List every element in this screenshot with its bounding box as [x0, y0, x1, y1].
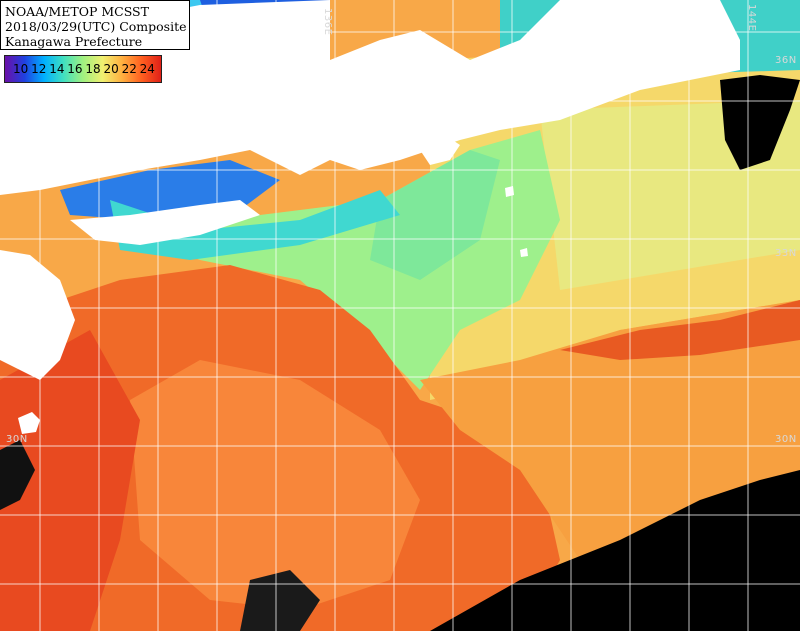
lat-label-36n-right: 36N [775, 55, 797, 66]
cloud-southeast [430, 470, 800, 631]
land-island-south [18, 412, 40, 434]
lon-label-144e: 144E [746, 4, 757, 32]
legend-tick: 20 [103, 62, 119, 76]
lat-label-30n-left: 30N [6, 434, 28, 445]
title-box: NOAA/METOP MCSST 2018/03/29(UTC) Composi… [0, 0, 190, 50]
land-kyushu [0, 250, 75, 380]
cloud-northeast [720, 75, 800, 170]
title-line-source: NOAA/METOP MCSST [5, 4, 149, 19]
land-izu-island2 [520, 248, 528, 257]
legend-tick: 24 [139, 62, 155, 76]
sea-orange-mid [420, 300, 800, 560]
legend-color-bar [5, 56, 161, 82]
land-shikoku [70, 200, 260, 245]
cloud-patch-south [240, 570, 320, 631]
title-line-region: Kanagawa Prefecture [5, 34, 143, 49]
sea-cyan-coast [110, 190, 400, 260]
cloud-southwest-patch [0, 440, 35, 510]
legend-tick: 18 [85, 62, 101, 76]
temperature-legend: 10 12 14 16 18 20 22 24 [4, 55, 162, 83]
lat-label-30n-right: 30N [775, 434, 797, 445]
legend-tick: 14 [49, 62, 65, 76]
sea-hot-south [130, 360, 420, 610]
sea-red-streak [560, 300, 800, 360]
legend-tick: 16 [67, 62, 83, 76]
legend-tick: 10 [13, 62, 29, 76]
title-line-date: 2018/03/29(UTC) Composite [5, 19, 187, 34]
legend-tick: 22 [121, 62, 137, 76]
lat-label-33n-right: 33N [775, 248, 797, 259]
lon-label-136e: 136E [322, 8, 333, 36]
land-peninsula [420, 135, 460, 165]
sea-hot-deep [0, 330, 140, 631]
sea-green-band2 [370, 150, 500, 280]
legend-tick: 12 [31, 62, 47, 76]
